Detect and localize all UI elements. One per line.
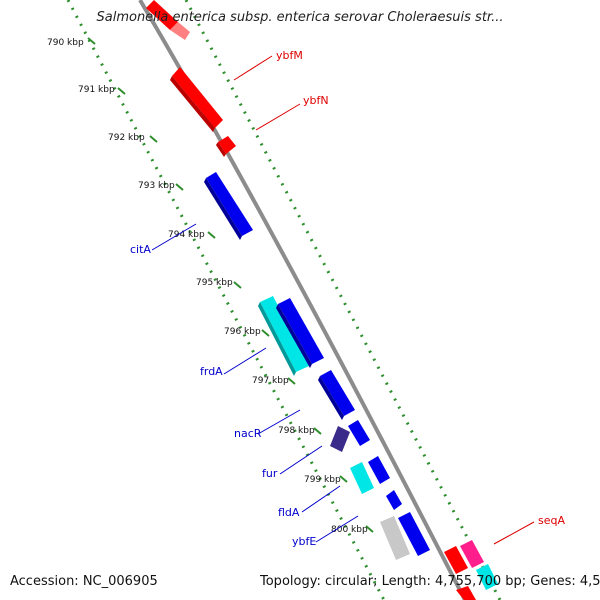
tick-labels: 790 kbp 791 kbp 792 kbp 793 kbp 794 kbp … xyxy=(47,38,368,535)
gene-labels: ybfM ybfN citA frdA nacR fur fldA ybfE s… xyxy=(130,49,565,548)
genome-summary-text: Topology: circular; Length: 4,755,700 bp… xyxy=(260,574,600,589)
gene-label-citA: citA xyxy=(130,243,151,256)
tick-label-800: 800 kbp xyxy=(331,525,368,535)
inner-tick-ring xyxy=(66,0,386,600)
gene-seqA-cyan-arrow[interactable] xyxy=(476,564,498,590)
gene-label-frdA: frdA xyxy=(200,365,223,378)
gene-fldA-arrow[interactable] xyxy=(386,490,402,510)
tick-label-796: 796 kbp xyxy=(224,327,261,337)
tick-marks xyxy=(87,37,374,533)
tick-label-794: 794 kbp xyxy=(168,230,205,240)
gene-blue-3-arrow[interactable] xyxy=(398,512,430,556)
gene-label-seqA: seqA xyxy=(538,514,565,527)
tick-label-791: 791 kbp xyxy=(78,85,115,95)
gene-fur-arrow[interactable] xyxy=(350,462,374,494)
gene-small-blue-2-arrow[interactable] xyxy=(368,456,390,484)
gene-bottom-red-arrow[interactable] xyxy=(456,586,476,600)
tick-label-798: 798 kbp xyxy=(278,426,315,436)
gene-frdA-arrow[interactable] xyxy=(258,296,309,376)
gene-seqA-red-arrow[interactable] xyxy=(444,546,468,574)
gene-label-ybfM: ybfM xyxy=(276,49,303,62)
tick-label-790: 790 kbp xyxy=(47,38,84,48)
gene-small-red-arrow[interactable] xyxy=(216,136,236,157)
label-connectors xyxy=(151,55,535,545)
gene-label-nacR: nacR xyxy=(234,427,262,440)
gene-ybfN-arrow[interactable] xyxy=(170,67,223,132)
gene-ybfE-arrow[interactable] xyxy=(380,516,410,560)
tick-label-797: 797 kbp xyxy=(252,376,289,386)
gene-ybfM-arrow[interactable] xyxy=(146,0,190,40)
gene-nacR-arrow[interactable] xyxy=(330,426,350,452)
gene-label-ybfE: ybfE xyxy=(292,535,316,548)
accession-text: Accession: NC_006905 xyxy=(10,574,158,589)
tick-label-793: 793 kbp xyxy=(138,181,175,191)
gene-label-fldA: fldA xyxy=(278,506,300,519)
gene-frdC-arrow[interactable] xyxy=(318,370,355,420)
gene-citA-arrow[interactable] xyxy=(204,172,253,240)
gene-frdB-arrow[interactable] xyxy=(276,298,324,368)
genome-backbone xyxy=(138,0,467,600)
gene-label-ybfN: ybfN xyxy=(303,94,329,107)
tick-label-799: 799 kbp xyxy=(304,475,341,485)
gene-label-fur: fur xyxy=(262,467,278,480)
tick-label-792: 792 kbp xyxy=(108,133,145,143)
map-title: Salmonella enterica subsp. enterica sero… xyxy=(96,10,504,25)
tick-label-795: 795 kbp xyxy=(196,278,233,288)
gene-seqA-magenta-arrow[interactable] xyxy=(460,540,484,568)
gene-small-blue-1-arrow[interactable] xyxy=(348,420,370,446)
outer-tick-ring xyxy=(184,0,502,600)
